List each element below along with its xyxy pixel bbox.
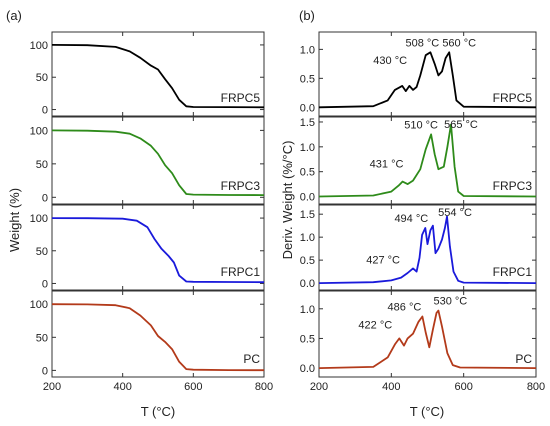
y-tick-label: 0 (42, 192, 48, 204)
series-line-frpc3 (318, 123, 537, 198)
peak-label: 560 °C (442, 37, 476, 49)
series-name-label: FRPC1 (493, 265, 533, 279)
panel-a-weight-loss: 0 50 100 FRPC5 0 50 100 FRPC3 0 50 100 FRPC1 0 50 100 P… (30, 31, 273, 393)
series-name-label: FRPC3 (493, 179, 533, 193)
series-name-label: PC (243, 352, 260, 366)
y-tick-label: 100 (30, 40, 48, 52)
y-tick-label: 1.0 (300, 232, 315, 244)
series-name-label: FRPC1 (221, 265, 261, 279)
y-tick-label: 0.0 (300, 278, 315, 290)
panel-b-derivative-weight: 0.0 0.5 1.0 FRPC5 430 °C 508 °C 560 °C 0.0 0.5 1.… (300, 31, 545, 393)
plot-frame (51, 31, 265, 117)
y-tick-label: 50 (36, 72, 48, 84)
y-tick-label: 1.5 (300, 209, 315, 221)
peak-label: 486 °C (388, 302, 422, 314)
y-tick-label: 1.0 (300, 44, 315, 56)
y-tick-label: 100 (30, 299, 48, 311)
series-line-frpc5 (318, 51, 537, 109)
y-tick-label: 0 (42, 278, 48, 290)
x-tick-label: 600 (454, 381, 472, 393)
panel-b-y-axis-label: Deriv. Weight (%/°C) (280, 141, 295, 260)
y-tick-label: 0.5 (300, 255, 315, 267)
peak-label: 430 °C (373, 55, 407, 67)
panel-b-label: (b) (299, 8, 315, 23)
panel-a-y-axis-label: Weight (%) (7, 188, 22, 252)
y-tick-label: 0 (42, 105, 48, 117)
y-tick-label: 100 (30, 125, 48, 137)
peak-label: 494 °C (394, 213, 428, 225)
y-tick-label: 50 (36, 246, 48, 258)
series-line-frpc1 (51, 217, 265, 284)
series-name-label: FRPC5 (493, 91, 533, 105)
series-name-label: FRPC5 (221, 91, 261, 105)
series-line-frpc5 (51, 44, 265, 109)
y-tick-label: 100 (30, 213, 48, 225)
peak-label: 530 °C (433, 296, 467, 308)
y-tick-label: 0.0 (300, 102, 315, 114)
y-tick-label: 0.5 (300, 167, 315, 179)
series-line-pc (318, 309, 537, 369)
peak-label: 565 °C (444, 119, 478, 131)
peak-label: 427 °C (366, 255, 400, 267)
x-tick-label: 800 (527, 381, 545, 393)
peak-label: 422 °C (358, 319, 392, 331)
y-tick-label: 50 (36, 159, 48, 171)
y-tick-label: 0 (42, 365, 48, 377)
plot-frame (318, 116, 537, 205)
y-tick-label: 0.5 (300, 73, 315, 85)
x-tick-label: 400 (113, 381, 131, 393)
peak-label: 508 °C (406, 37, 440, 49)
x-tick-label: 200 (43, 381, 61, 393)
plot-frame (51, 204, 265, 291)
series-line-frpc1 (318, 215, 537, 284)
y-tick-label: 0.5 (300, 333, 315, 345)
plot-frame (318, 31, 537, 117)
panel-a-label: (a) (6, 8, 22, 23)
plot-frame (51, 290, 265, 378)
series-line-frpc3 (51, 129, 265, 197)
y-tick-label: 1.0 (300, 142, 315, 154)
peak-label: 510 °C (404, 119, 438, 131)
y-tick-label: 1.5 (300, 117, 315, 129)
panel-b-x-axis-label: T (°C) (410, 404, 445, 419)
peak-label: 554 °C (438, 207, 472, 219)
x-tick-label: 200 (310, 381, 328, 393)
y-tick-label: 1.0 (300, 304, 315, 316)
series-line-pc (51, 303, 265, 372)
x-tick-label: 800 (255, 381, 273, 393)
series-name-label: FRPC3 (221, 179, 261, 193)
y-tick-label: 0.0 (300, 363, 315, 375)
peak-label: 431 °C (370, 159, 404, 171)
panel-a-x-axis-label: T (°C) (141, 404, 176, 419)
y-tick-label: 50 (36, 332, 48, 344)
plot-frame (318, 290, 537, 378)
x-tick-label: 400 (382, 381, 400, 393)
series-name-label: PC (515, 352, 532, 366)
x-tick-label: 600 (184, 381, 202, 393)
y-tick-label: 0.0 (300, 192, 315, 204)
plot-frame (51, 116, 265, 205)
plot-frame (318, 204, 537, 291)
